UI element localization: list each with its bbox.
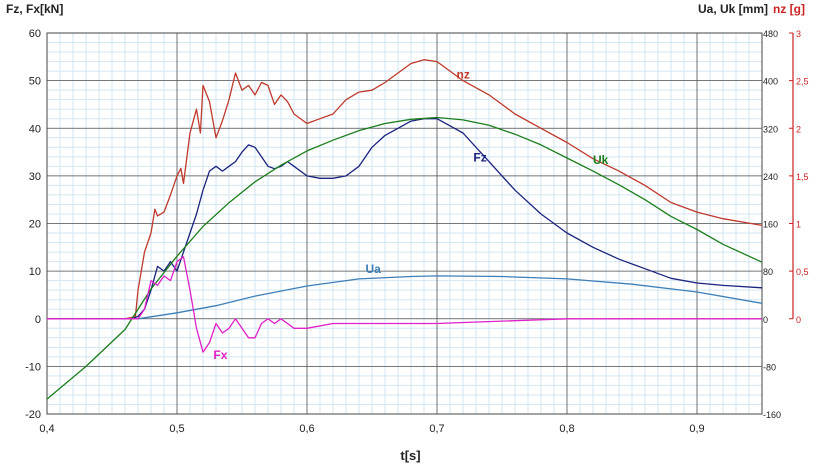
right-axis-title: Ua, Uk [mm] nz [g] [698, 2, 805, 16]
nz-tick-label: 0 [796, 315, 801, 325]
nz-tick-label: 1,5 [796, 172, 809, 182]
nz-axis-title: nz [g] [773, 2, 805, 16]
u-axis-title: Ua, Uk [mm] [697, 2, 768, 16]
left-tick-label: 20 [29, 219, 41, 231]
series-label-nz: nz [457, 68, 470, 82]
u-tick-label: 0 [763, 315, 768, 325]
series-label-ua: Ua [366, 262, 382, 276]
x-tick-label: 0,8 [559, 423, 574, 435]
series-line-nz [47, 59, 763, 320]
series-label-fz: Fz [473, 151, 486, 165]
x-tick-label: 0,7 [429, 423, 444, 435]
u-tick-label: -80 [763, 362, 776, 372]
u-tick-label: 80 [763, 267, 773, 277]
left-tick-label: -20 [25, 409, 41, 421]
series-label-fx: Fx [213, 348, 227, 362]
left-tick-label: 40 [29, 123, 41, 135]
x-tick-label: 0,9 [689, 423, 704, 435]
left-tick-label: 0 [35, 314, 41, 326]
u-tick-label: 160 [763, 220, 778, 230]
u-tick-label: 480 [763, 29, 778, 39]
series-label-uk: Uk [593, 153, 609, 167]
left-tick-label: 30 [29, 171, 41, 183]
nz-tick-label: 2 [796, 124, 801, 134]
nz-tick-label: 1 [796, 220, 801, 230]
x-axis-title: t[s] [400, 448, 421, 463]
x-tick-label: 0,4 [39, 423, 54, 435]
nz-tick-label: 3 [796, 29, 801, 39]
x-tick-label: 0,6 [299, 423, 314, 435]
left-tick-label: -10 [25, 361, 41, 373]
left-tick-label: 50 [29, 76, 41, 88]
left-tick-label: 10 [29, 266, 41, 278]
series-line-fx [47, 256, 762, 353]
u-tick-label: 400 [763, 77, 778, 87]
series-line-uk [46, 116, 763, 400]
nz-tick-label: 0,5 [796, 267, 809, 277]
u-tick-label: 240 [763, 172, 778, 182]
plot-frame [46, 32, 763, 415]
x-tick-label: 0,5 [169, 423, 184, 435]
left-tick-label: 60 [29, 28, 41, 40]
u-tick-label: 320 [763, 124, 778, 134]
u-tick-label: -160 [763, 410, 781, 420]
left-axis-title: Fz, Fx[kN] [6, 2, 64, 16]
nz-tick-label: 2,5 [796, 77, 809, 87]
